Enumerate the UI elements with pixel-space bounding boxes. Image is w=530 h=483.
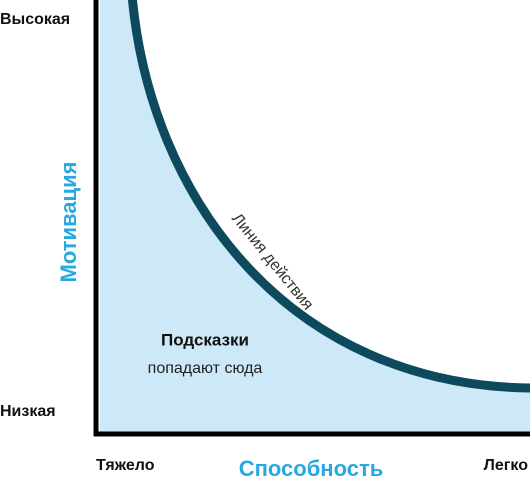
zone-title: Подсказки [161, 330, 249, 349]
x-high-label: Легко [484, 457, 529, 474]
y-axis-title: Мотивация [56, 162, 81, 283]
action-zone [100, 0, 530, 433]
x-axis-title: Способность [239, 456, 384, 481]
action-line [128, 0, 530, 393]
y-high-label: Высокая [0, 11, 70, 28]
y-low-label: Низкая [0, 403, 56, 420]
zone-subtitle: попадают сюда [148, 360, 263, 377]
x-low-label: Тяжело [96, 457, 155, 474]
